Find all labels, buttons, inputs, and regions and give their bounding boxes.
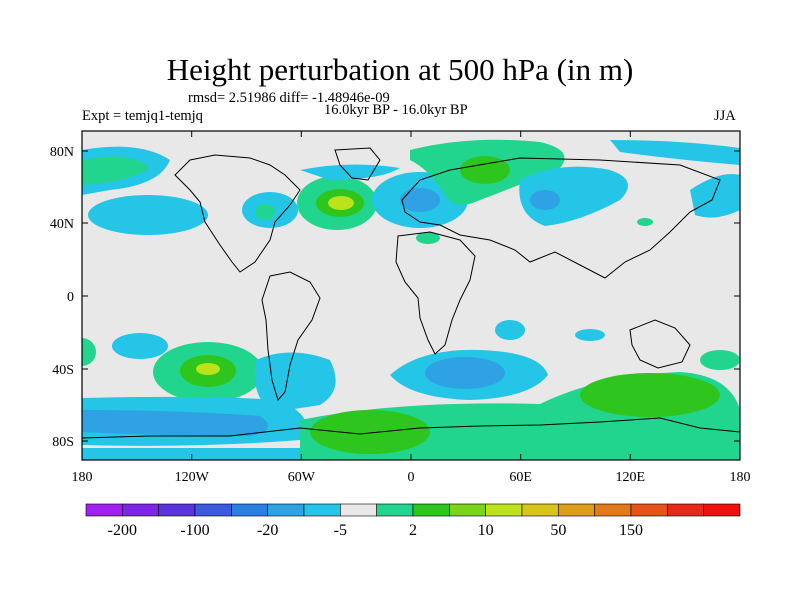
latitude-axis: 80N 40N 0 40S 80S xyxy=(50,145,740,450)
coast-africa xyxy=(395,231,476,355)
colorbar-label: -100 xyxy=(180,522,209,539)
lon-tick-label: 180 xyxy=(730,470,751,485)
season-label: JJA xyxy=(714,108,736,124)
colorbar: -200 -100 -20 -5 2 10 50 150 xyxy=(85,503,741,539)
contour-pos xyxy=(328,196,354,210)
contour-neg xyxy=(88,195,208,235)
contour-neg xyxy=(112,333,168,359)
lon-tick-label: 180 xyxy=(72,470,93,485)
lat-tick-label: 40S xyxy=(52,363,74,378)
colorbar-label: 2 xyxy=(409,522,417,539)
contour-neg xyxy=(425,357,505,389)
colorbar-swatch xyxy=(594,503,632,517)
contour-neg xyxy=(690,174,740,218)
contour-pos xyxy=(255,204,275,220)
coast-north-america xyxy=(174,154,301,273)
colorbar-swatch xyxy=(303,503,341,517)
colorbar-swatch xyxy=(521,503,559,517)
contour-pos xyxy=(460,156,510,184)
contour-pos xyxy=(196,363,220,375)
colorbar-swatch xyxy=(376,503,414,517)
colorbar-label: 50 xyxy=(550,522,566,539)
colorbar-swatch xyxy=(231,503,268,517)
colorbar-label: -5 xyxy=(334,522,347,539)
colorbar-label: 10 xyxy=(478,522,494,539)
colorbar-swatch xyxy=(485,503,523,517)
lon-tick-label: 60E xyxy=(509,470,532,485)
contour-pos xyxy=(580,373,720,417)
experiment-label: Expt = temjq1-temjq xyxy=(82,108,203,124)
colorbar-swatch xyxy=(630,503,668,517)
coast-eurasia xyxy=(401,157,721,279)
contour-pos xyxy=(637,218,653,226)
contour-neg xyxy=(495,320,525,340)
coast-australia xyxy=(629,319,691,369)
contour-pos xyxy=(310,410,430,454)
coast-greenland xyxy=(334,147,381,181)
contour-pos xyxy=(82,156,150,185)
colorbar-swatch xyxy=(85,503,123,517)
contour-neg xyxy=(519,166,628,226)
lat-tick-label: 80S xyxy=(52,435,74,450)
contour-neg xyxy=(254,352,336,412)
lon-tick-label: 120E xyxy=(616,470,646,485)
colorbar-swatch xyxy=(158,503,196,517)
colorbar-swatch xyxy=(412,503,450,517)
coast-antarctica xyxy=(82,417,740,439)
colorbar-swatch xyxy=(703,503,741,517)
colorbar-swatch xyxy=(267,503,305,517)
map-area xyxy=(82,131,740,460)
colorbar-label: -20 xyxy=(257,522,278,539)
coastlines xyxy=(82,147,740,439)
contour-pos xyxy=(416,232,440,244)
contour-neg xyxy=(400,188,440,212)
period-label: 16.0kyr BP - 16.0kyr BP xyxy=(324,102,468,118)
lon-tick-label: 0 xyxy=(408,470,415,485)
contour-fields xyxy=(82,139,740,460)
colorbar-label: -200 xyxy=(108,522,137,539)
coast-south-america xyxy=(261,271,321,402)
contour-neg xyxy=(610,140,740,165)
colorbar-swatch xyxy=(667,503,704,517)
lon-tick-label: 120W xyxy=(175,470,210,485)
lat-tick-label: 80N xyxy=(50,145,74,160)
contour-neg xyxy=(82,448,300,460)
colorbar-swatch xyxy=(340,503,377,517)
longitude-axis: 180 120W 60W 0 60E 120E 180 xyxy=(72,131,751,485)
contour-neg xyxy=(575,329,605,341)
colorbar-swatch xyxy=(194,503,232,517)
lat-tick-label: 0 xyxy=(67,290,74,305)
colorbar-swatch xyxy=(558,503,595,517)
contour-neg xyxy=(530,190,560,210)
lon-tick-label: 60W xyxy=(288,470,316,485)
colorbar-label: 150 xyxy=(619,522,643,539)
stats-text: rmsd= 2.51986 diff= -1.48946e-09 xyxy=(188,90,390,106)
colorbar-swatch xyxy=(449,503,486,517)
lat-tick-label: 40N xyxy=(50,217,74,232)
contour-pos xyxy=(700,350,740,370)
contour-pos xyxy=(82,338,96,366)
contour-neg xyxy=(82,410,268,436)
chart-title: Height perturbation at 500 hPa (in m) xyxy=(166,52,634,87)
colorbar-swatch xyxy=(122,503,159,517)
